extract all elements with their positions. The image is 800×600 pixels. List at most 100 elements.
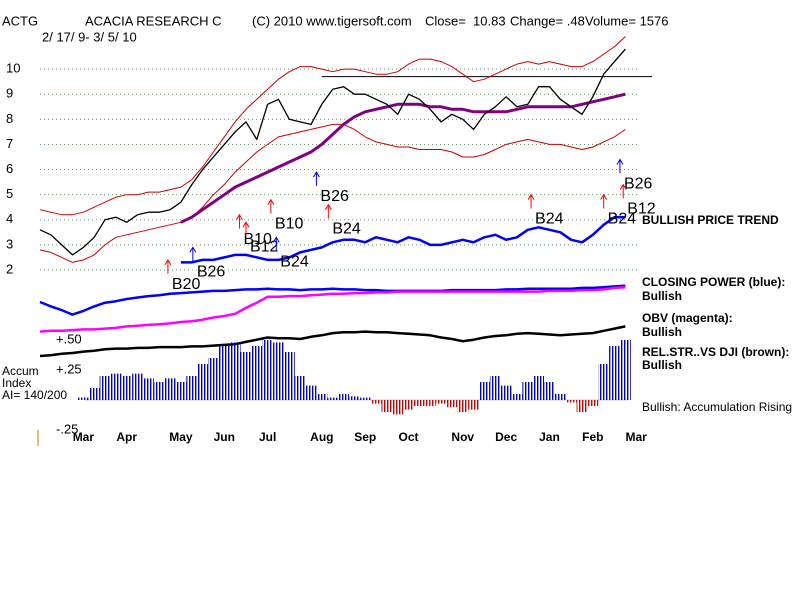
accum-bar (132, 373, 143, 400)
accum-bar (370, 400, 382, 404)
signal-label: B26 (197, 263, 226, 280)
signal-label: B24 (535, 211, 564, 228)
accum-bar (305, 385, 317, 400)
accum-bar (359, 397, 371, 400)
signal-arrow-head (164, 258, 172, 266)
x-tick-label: Apr (116, 430, 137, 444)
y-tick-label: 7 (6, 136, 13, 151)
x-tick-label: Mar (626, 430, 648, 444)
accum-bar (164, 378, 176, 400)
signal-arrow-head (312, 171, 320, 178)
accum-bar (489, 376, 501, 400)
accum-bar (208, 358, 219, 400)
signal-label: B20 (172, 276, 201, 293)
accum-bar (565, 400, 577, 403)
accum-tick-label: +.50 (56, 331, 82, 346)
signal-label: B24 (608, 211, 637, 228)
accum-bar (609, 346, 620, 400)
x-tick-label: Nov (451, 430, 474, 444)
price-line (39, 36, 626, 216)
signal-label: B26 (320, 188, 349, 205)
accum-bar (186, 376, 198, 400)
accum-bar (457, 400, 469, 412)
annotation: Bullish (642, 358, 682, 372)
accum-bar (110, 373, 122, 400)
annotation: Bullish (642, 289, 682, 303)
indicator-line (39, 285, 626, 333)
accum-bar (327, 397, 339, 400)
accum-bar (229, 342, 241, 400)
price-line (39, 123, 626, 263)
indicator-line (39, 325, 626, 358)
accum-bar (142, 378, 154, 400)
price-line (180, 215, 626, 264)
x-tick-label: Jul (259, 430, 276, 444)
signal-label: B12 (627, 201, 656, 218)
x-tick-label: Jun (214, 430, 235, 444)
accum-bar (121, 376, 133, 400)
accum-bar (619, 340, 631, 400)
signal-arrow-head (189, 246, 197, 253)
annotation: CLOSING POWER (blue): (642, 275, 785, 289)
accum-bar (598, 364, 610, 400)
signal-arrow-head (242, 221, 250, 228)
y-tick-label: 3 (6, 236, 13, 251)
x-tick-label: May (169, 430, 193, 444)
accum-bar (218, 346, 230, 400)
signal-arrow-head (267, 198, 275, 205)
x-tick-label: Jan (539, 430, 560, 444)
annotation: Bullish: Accumulation Rising (642, 400, 792, 414)
y-tick-label: 6 (6, 161, 13, 176)
x-tick-label: Aug (310, 430, 333, 444)
y-tick-label: 8 (6, 111, 13, 126)
x-tick-label: Oct (399, 430, 419, 444)
annotation: Bullish (642, 325, 682, 339)
accum-bar (413, 400, 425, 406)
accum-bar (77, 397, 89, 400)
copyright: (C) 2010 www.tigersoft.com (252, 13, 412, 28)
signal-label: B24 (280, 253, 309, 270)
accum-bar (424, 400, 436, 406)
price-line (39, 48, 626, 256)
accum-bar (522, 382, 534, 400)
y-tick-label: 9 (6, 86, 13, 101)
signal-label: B24 (332, 221, 361, 238)
accum-bar (500, 385, 512, 400)
accum-bar (99, 376, 111, 400)
accum-bar (435, 400, 447, 404)
signal-arrow-head (616, 158, 624, 165)
accum-bar (283, 352, 295, 400)
accum-bar (392, 400, 404, 415)
accum-label: Index (2, 376, 31, 390)
accum-bar (153, 382, 165, 400)
accum-bar (479, 382, 490, 400)
x-tick-label: Feb (582, 430, 603, 444)
x-tick-label: Sep (354, 430, 376, 444)
accum-bar (294, 376, 306, 400)
accum-bar (446, 400, 458, 408)
signal-arrow-head (527, 193, 535, 200)
date-range: 2/ 17/ 9- 3/ 5/ 10 (42, 29, 137, 44)
volume: Volume= 1576 (585, 13, 668, 28)
x-tick-label: Mar (73, 430, 95, 444)
accum-bar (251, 346, 263, 400)
accum-bar (533, 376, 545, 400)
indicator-line (39, 284, 626, 316)
signal-label: B12 (250, 238, 279, 255)
accum-bar (587, 400, 599, 406)
signal-arrow-head (324, 203, 332, 210)
signal-arrow-head (272, 236, 280, 243)
accum-bar (468, 400, 480, 410)
y-tick-label: 4 (6, 211, 13, 226)
accum-bar (262, 340, 274, 400)
accum-bar (348, 396, 360, 400)
accum-tick-label: +.25 (56, 361, 82, 376)
signal-arrow-head (619, 183, 627, 190)
x-tick-label: Dec (495, 430, 517, 444)
accum-bar (544, 382, 555, 400)
signal-label: B26 (624, 176, 653, 193)
accum-bar (338, 394, 349, 400)
change: Change= .48 (510, 13, 585, 28)
y-tick-label: 2 (6, 261, 13, 276)
